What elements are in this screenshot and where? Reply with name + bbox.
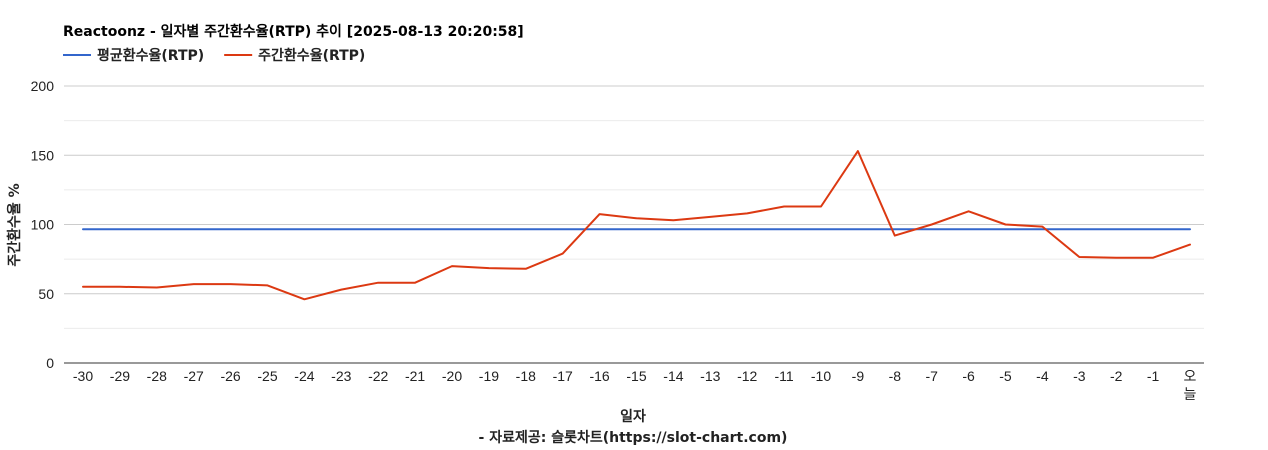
x-tick-label: -20 [442,368,462,384]
x-tick-label: -30 [73,368,93,384]
y-tick-label: 100 [31,217,55,233]
x-tick-label: -21 [405,368,425,384]
x-tick-label: -9 [852,368,865,384]
x-tick-label: -28 [147,368,167,384]
x-tick-label: -8 [889,368,902,384]
x-tick-label: -11 [774,368,793,384]
x-tick-label: -10 [811,368,831,384]
x-tick-label: -6 [962,368,975,384]
x-tick-label: -18 [516,368,536,384]
x-tick-label: -14 [663,368,683,384]
x-tick-label: -26 [220,368,240,384]
x-tick-label: -15 [626,368,646,384]
x-axis-ticks: -30 -29 -28 -27 -26 -25 -24 -23 -22 -21 -20 -19 -18 -… [73,368,1197,402]
x-tick-label: -27 [184,368,204,384]
x-tick-label: -1 [1147,368,1160,384]
x-tick-label: -22 [368,368,388,384]
x-tick-label: -12 [737,368,757,384]
y-tick-label: 0 [46,355,54,371]
gridlines [64,85,1204,364]
x-tick-label: -3 [1073,368,1086,384]
chart-title: Reactoonz - 일자별 주간환수율(RTP) 추이 [2025-08-1… [63,23,524,40]
x-tick-label: -23 [331,368,351,384]
x-tick-label: -25 [257,368,277,384]
x-tick-label: -2 [1110,368,1123,384]
x-tick-label: -19 [479,368,499,384]
y-axis-ticks: 0 50 100 150 200 [31,78,55,371]
y-tick-label: 50 [38,286,54,302]
x-tick-label: -17 [553,368,573,384]
x-axis-title: 일자 [620,409,646,425]
series-line-weekly-rtp [82,150,1191,301]
series-lines [82,150,1191,301]
source-note: - 자료제공: 슬롯차트(https://slot-chart.com) [479,430,788,446]
y-tick-label: 200 [31,78,55,94]
x-tick-label: -16 [589,368,609,384]
y-axis-title: 주간환수율 % [6,183,23,266]
x-tick-label: -13 [700,368,720,384]
x-tick-label: -7 [925,368,938,384]
legend: 평균환수율(RTP) 주간환수율(RTP) [63,47,365,64]
legend-entry-label: 평균환수율(RTP) [97,47,204,64]
x-tick-label: -5 [999,368,1012,384]
x-tick-label: -24 [294,368,314,384]
y-tick-label: 150 [31,147,55,163]
x-tick-label: -29 [110,368,130,384]
legend-entry-label: 주간환수율(RTP) [258,47,365,64]
x-tick-label: -4 [1036,368,1049,384]
